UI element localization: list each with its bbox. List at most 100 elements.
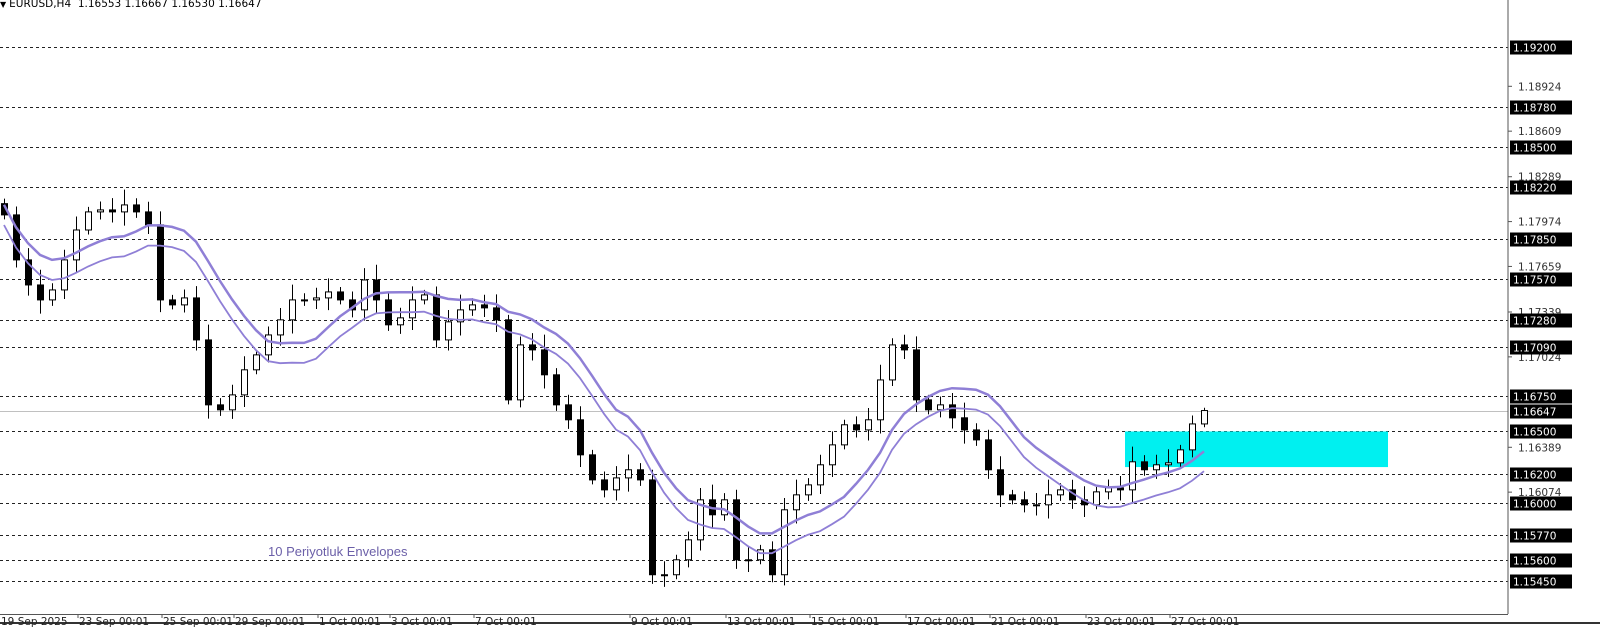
bear-candle-body — [13, 214, 20, 261]
bull-candle-body — [1093, 491, 1100, 506]
level-label-box — [1510, 467, 1572, 482]
candle — [853, 416, 860, 438]
current-price-box — [1510, 404, 1572, 419]
bull-candle-body — [745, 559, 752, 562]
time-label: 23 Sep 00:01 — [79, 616, 149, 628]
candle — [925, 394, 932, 415]
candle — [145, 201, 152, 234]
time-label: 9 Oct 00:01 — [631, 616, 693, 628]
bull-candle-body — [1045, 494, 1052, 506]
ohlc-values: 1.16553 1.16667 1.16530 1.16647 — [77, 0, 262, 10]
candle — [985, 429, 992, 479]
candle — [49, 283, 56, 306]
candle — [109, 198, 116, 223]
bull-candle-body — [937, 404, 944, 411]
price-tick-label: 1.18609 — [1518, 126, 1561, 138]
candle — [829, 431, 836, 477]
bear-candle-body — [145, 211, 152, 226]
candle — [721, 493, 728, 521]
bear-candle-body — [913, 349, 920, 401]
bear-candle-body — [985, 439, 992, 471]
candle — [529, 333, 536, 361]
bull-candle-body — [841, 424, 848, 446]
candle — [265, 326, 272, 363]
candle — [505, 314, 512, 405]
bull-candle-body — [865, 419, 872, 431]
envelope-lower-line — [3, 224, 1205, 555]
bear-candle-body — [589, 454, 596, 481]
candle — [913, 336, 920, 413]
current-price-label: 1.16647 — [1513, 407, 1556, 419]
bear-candle-body — [565, 404, 572, 421]
bear-candle-body — [637, 469, 644, 481]
candle — [481, 294, 488, 317]
bear-candle-body — [133, 204, 140, 213]
bear-candle-body — [577, 419, 584, 456]
level-label: 1.15450 — [1513, 577, 1556, 589]
time-label: 17 Oct 00:01 — [907, 616, 975, 628]
bear-candle-body — [481, 304, 488, 309]
bull-candle-body — [889, 344, 896, 381]
candle — [589, 449, 596, 485]
bull-candle-body — [121, 204, 128, 213]
time-label: 1 Oct 00:01 — [319, 616, 381, 628]
bull-candle-body — [1177, 449, 1184, 464]
level-label-box — [1510, 180, 1572, 195]
level-label-box — [1510, 553, 1572, 568]
time-axis[interactable]: 19 Sep 2025 23 Sep 00:01 25 Sep 00:01 29 Se… — [0, 614, 1600, 638]
candle — [493, 294, 500, 333]
bear-candle-body — [541, 349, 548, 376]
candle — [277, 308, 284, 346]
price-axis[interactable]: 1.195591.189241.186091.182891.179741.176… — [1507, 0, 1572, 614]
candle — [577, 406, 584, 468]
bear-candle-body — [553, 374, 560, 406]
level-label: 1.17570 — [1513, 275, 1556, 287]
price-tick-label: 1.17024 — [1518, 352, 1562, 364]
level-label: 1.16000 — [1513, 499, 1556, 511]
horizontal-levels — [0, 47, 1508, 582]
candle — [1201, 407, 1208, 428]
bull-candle-body — [469, 304, 476, 311]
candle — [1021, 491, 1028, 513]
bull-candle-body — [781, 509, 788, 576]
bull-candle-body — [613, 477, 620, 491]
level-label-box — [1510, 424, 1572, 439]
candle — [469, 298, 476, 316]
bottom-bg — [0, 622, 1600, 638]
bear-candle-body — [1141, 461, 1148, 471]
bear-candle-body — [949, 404, 956, 419]
level-label: 1.18780 — [1513, 103, 1556, 115]
bull-candle-body — [1153, 464, 1160, 471]
bull-candle-body — [1201, 410, 1208, 425]
bull-candle-body — [325, 291, 332, 299]
price-tick-label: 1.19559 — [1518, 0, 1561, 3]
candle — [865, 407, 872, 441]
candle — [769, 541, 776, 583]
level-label-box — [1510, 140, 1572, 155]
bull-candle-body — [289, 299, 296, 321]
candle — [409, 286, 416, 331]
price-tick-label: 1.17974 — [1518, 217, 1562, 229]
candle — [733, 489, 740, 569]
bear-candle-body — [733, 499, 740, 561]
candle — [133, 198, 140, 218]
candle — [997, 456, 1004, 508]
dropdown-triangle-icon[interactable]: ▼ — [0, 0, 7, 9]
candle — [949, 393, 956, 429]
level-label: 1.16200 — [1513, 470, 1556, 482]
time-label: 7 Oct 00:01 — [475, 616, 537, 628]
candle — [325, 278, 332, 311]
candle — [1117, 476, 1124, 501]
candle — [793, 479, 800, 524]
candle — [313, 287, 320, 310]
time-label: 13 Oct 00:01 — [727, 616, 795, 628]
price-tick-label: 1.16389 — [1518, 442, 1561, 454]
price-tick-label: 1.16074 — [1518, 487, 1562, 499]
level-label: 1.16750 — [1513, 392, 1556, 404]
bull-candle-body — [625, 469, 632, 479]
bull-candle-body — [517, 344, 524, 401]
level-label-box — [1510, 272, 1572, 287]
bear-candle-body — [217, 404, 224, 411]
candle — [817, 454, 824, 494]
